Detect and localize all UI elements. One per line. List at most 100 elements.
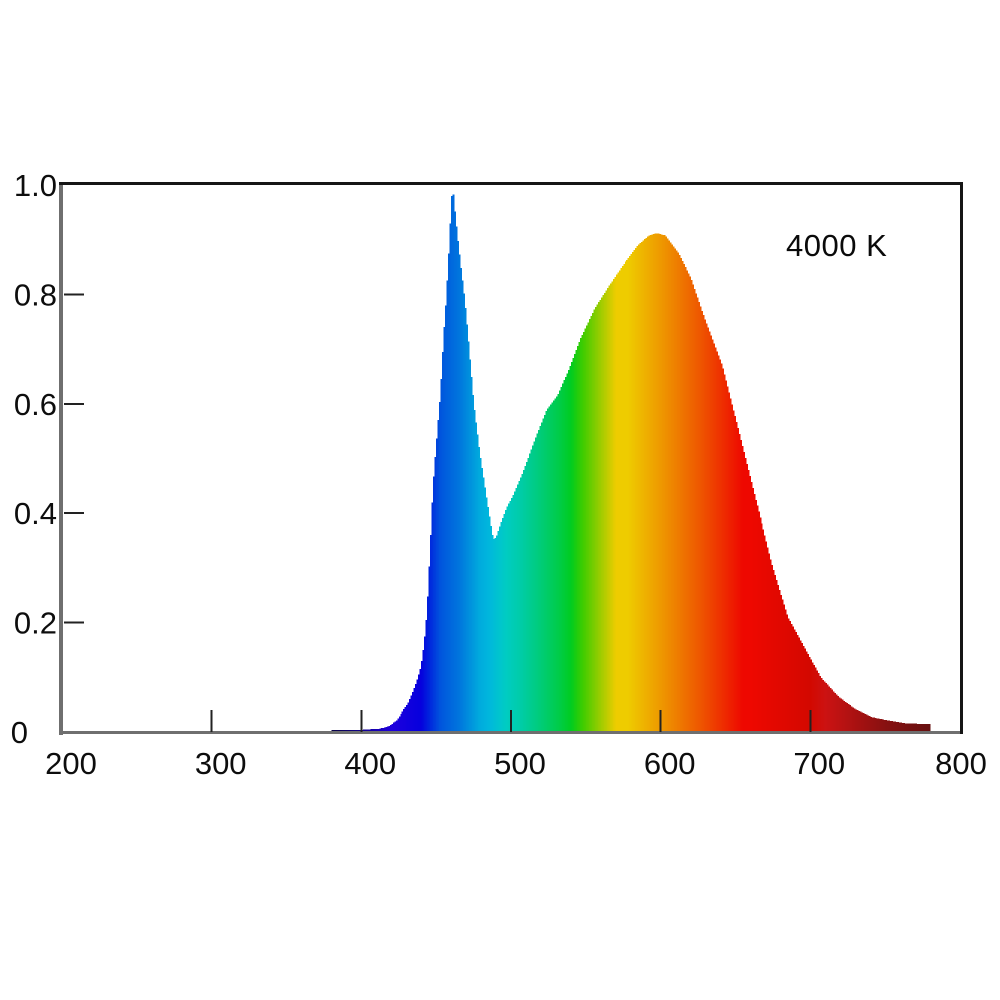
spectrum-bar [388,725,391,732]
spectrum-bar [629,255,632,732]
spectrum-bar [494,538,497,732]
spectrum-bar [395,720,398,732]
spectrum-bar [916,723,919,732]
spectrum-bar [924,723,926,732]
spectrum-bar [656,233,658,732]
spectrum-bar [772,569,775,732]
spectrum-bar [817,673,820,732]
spectrum-bar [358,729,361,732]
spectrum-bar [832,691,835,732]
spectrum-bar [918,723,920,732]
spectrum-bar [754,499,757,732]
spectrum-bar [921,723,923,732]
spectrum-bar [497,530,500,732]
spectrum-bar [889,720,892,732]
spectrum-bar [742,452,745,732]
spectrum-bar [355,729,358,732]
spectrum-bar [907,723,910,732]
spectrum-bar [452,194,455,732]
spectrum-bar [919,723,922,732]
spectrum-bar [835,694,838,732]
spectrum-bar [837,696,840,732]
spectrum-bar [331,729,334,732]
spectrum-bar [513,491,516,732]
spectrum-bar [668,240,670,732]
spectrum-bar [579,338,582,732]
spectrum-bar [512,495,515,732]
spectrum-bar [557,393,560,732]
spectrum-bar [641,241,644,732]
spectrum-bar [502,517,504,732]
spectrum-bar [487,507,489,732]
spectrum-bar [635,248,638,732]
y-tick-label: 0.8 [14,277,57,312]
spectrum-bar [671,244,673,732]
y-tick-label: 0.4 [14,496,57,531]
spectrum-bar [692,284,694,732]
y-tick-label: 0.6 [14,387,57,422]
spectrum-bar [891,721,893,732]
spectrum-bar [898,722,901,732]
spectrum-bar [852,707,855,732]
spectrum-bar [702,315,705,732]
spectrum-bar [570,362,573,732]
spectrum-bar [591,312,594,732]
plot-top-border [59,182,963,185]
spectrum-bar [690,280,693,732]
spectrum-bar [627,257,630,732]
y-tick-label: 0 [11,715,28,750]
spectrum-bar [446,280,449,732]
spectrum-bar [713,343,715,732]
spectrum-bar [632,251,635,733]
spectrum-bar [597,302,600,732]
spectrum-bar [587,322,590,732]
x-tick-label: 700 [793,746,845,781]
y-tick-label: 1.0 [14,168,57,203]
spectrum-bar [880,719,883,732]
spectrum-bar [572,358,575,732]
spectrum-bar [493,539,495,732]
spectrum-bar [536,433,539,732]
spectrum-bar [829,687,832,732]
spectrum-bar [693,288,696,732]
spectrum-bar [404,707,407,732]
spectrum-bar [350,729,353,732]
spectrum-bar [820,678,823,732]
spectrum-bar [710,335,712,732]
spectrum-bar [792,626,795,732]
spectrum-bar [801,643,804,732]
x-tick-mark [809,710,812,732]
spectrum-bar [686,270,688,732]
spectrum-bar [810,659,813,732]
spectrum-bar [362,729,365,732]
spectrum-bar [819,675,822,732]
spectrum-bar [757,511,760,732]
spectrum-bar [605,290,608,732]
spectrum-bar [344,729,347,732]
spectrum-bar [759,517,762,732]
spectrum-bar [745,463,748,732]
spectrum-bar [509,500,512,732]
spectrum-bar [436,438,438,732]
spectrum-bar [542,418,545,732]
spectrum-bar [807,654,810,732]
spectrum-bar [445,305,447,732]
spectrum-bar [576,345,579,732]
spectrum-bar [650,235,652,733]
spectrum-bar [744,458,747,732]
spectrum-bar [922,723,925,732]
spectrum-bar [618,270,621,732]
spectrum-bar [470,377,473,732]
spectrum-bar [531,445,534,732]
spectrum-bar [795,632,798,732]
spectrum-bar [720,363,723,732]
spectrum-bar [708,331,711,732]
spectrum-bar [660,234,663,732]
spectrum-bar [910,723,913,732]
spectrum-bar [853,708,856,732]
spectrum-bar [903,723,905,732]
spectrum-bar [545,411,548,732]
spectrum-bar [594,306,597,732]
spectrum-bar [928,723,931,732]
spectrum-bar [621,265,624,732]
